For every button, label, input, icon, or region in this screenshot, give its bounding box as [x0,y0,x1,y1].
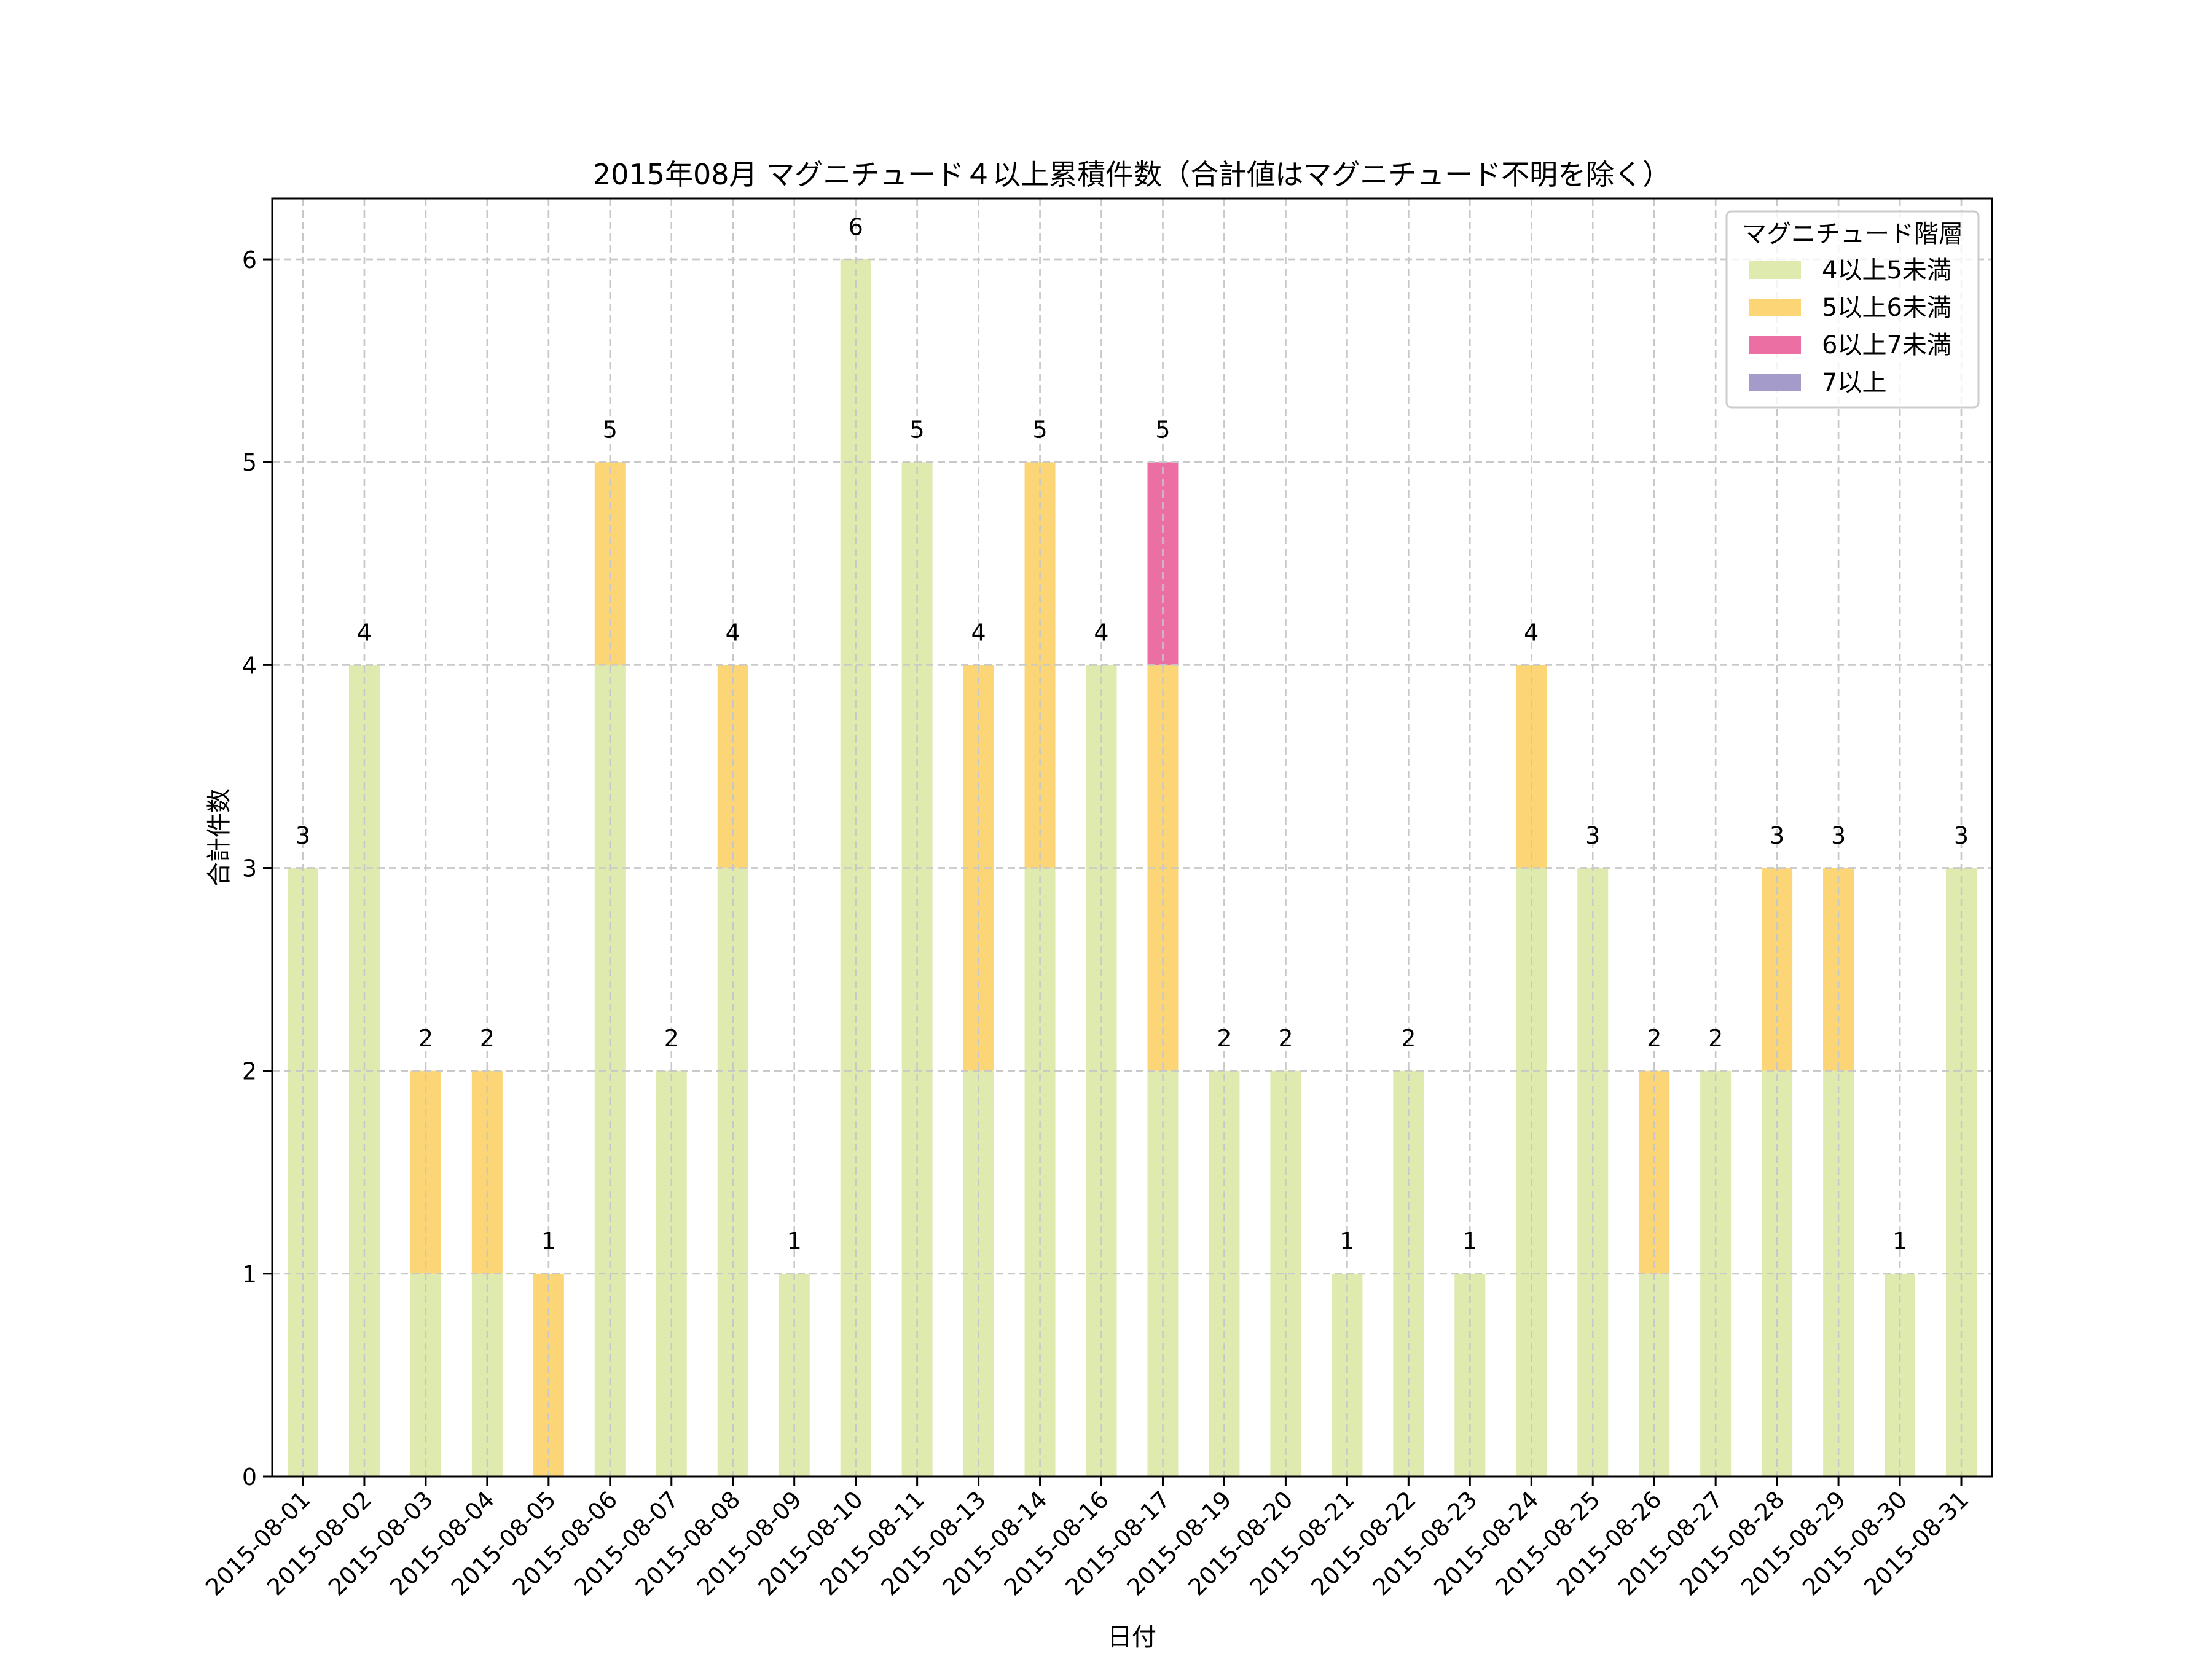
data-label: 2 [1401,1025,1416,1052]
chart-title: 2015年08月 マグニチュード４以上累積件数（合計値はマグニチュード不明を除く… [593,158,1671,191]
data-label: 2 [1278,1025,1293,1052]
bar-segment [533,1273,564,1477]
legend-items: 4以上5未満 5以上6未満 6以上7未満 7以上 [1749,256,1951,397]
data-label: 3 [1831,822,1846,849]
y-tick-label: 6 [242,246,257,273]
legend-swatch [1749,374,1801,391]
y-tick-label: 2 [242,1058,257,1085]
bar-segment [779,1273,810,1477]
bar-segment [1454,1273,1486,1477]
data-label: 2 [1647,1025,1661,1052]
data-label: 1 [1892,1228,1907,1255]
data-label: 2 [1708,1025,1723,1052]
axes-frame [271,197,1993,1478]
data-label: 4 [1524,619,1539,646]
data-label: 3 [1585,822,1600,849]
data-label: 2 [418,1025,433,1052]
legend-label: 5以上6未満 [1822,294,1951,322]
legend-label: 4以上5未満 [1822,256,1951,284]
legend-title: マグニチュード階層 [1742,220,1963,248]
y-tick-label: 4 [242,652,257,679]
data-label: 1 [787,1228,802,1255]
data-label: 2 [480,1025,495,1052]
data-label: 1 [541,1228,556,1255]
bar-segment [471,1273,503,1477]
data-label: 4 [971,619,986,646]
data-label: 1 [1339,1228,1354,1255]
data-label: 4 [1094,619,1108,646]
data-label: 4 [357,619,372,646]
data-label: 3 [1770,822,1784,849]
legend-swatch [1749,261,1801,279]
data-label: 3 [296,822,310,849]
data-label: 5 [1032,417,1047,444]
data-label: 6 [849,213,863,240]
data-label: 4 [726,619,740,646]
y-tick-label: 1 [242,1261,257,1288]
data-label: 1 [1462,1228,1477,1255]
y-tick-label: 0 [242,1464,257,1491]
data-label: 2 [1217,1025,1231,1052]
y-axis: 0 1 2 3 4 5 6 [242,246,272,1491]
legend-label: 7以上 [1822,369,1886,397]
data-label: 5 [1155,417,1170,444]
bar-segment [1332,1273,1363,1477]
data-label: 5 [910,417,925,444]
data-label: 3 [1954,822,1969,849]
legend: マグニチュード階層 4以上5未満 5以上6未満 6以上7未満 7以上 [1725,210,1980,409]
legend-swatch [1749,336,1801,354]
bars [272,198,1992,1478]
bar-segment [1639,1273,1670,1477]
bar-segment [410,1273,441,1477]
data-labels: 3 4 2 2 1 5 2 4 1 6 5 4 5 4 5 2 2 1 2 1 4 3 2 2 3 3 1 3 [296,213,1969,1255]
data-label: 2 [664,1025,679,1052]
data-label: 5 [603,417,618,444]
y-tick-label: 5 [242,449,257,476]
x-axis-label: 日付 [1107,1623,1156,1652]
y-tick-label: 3 [242,855,257,882]
legend-swatch [1749,299,1801,316]
y-axis-label: 合計件数 [205,788,233,887]
bar-segment [1885,1273,1916,1477]
legend-label: 6以上7未満 [1822,331,1951,359]
legend-box [1725,210,1980,409]
